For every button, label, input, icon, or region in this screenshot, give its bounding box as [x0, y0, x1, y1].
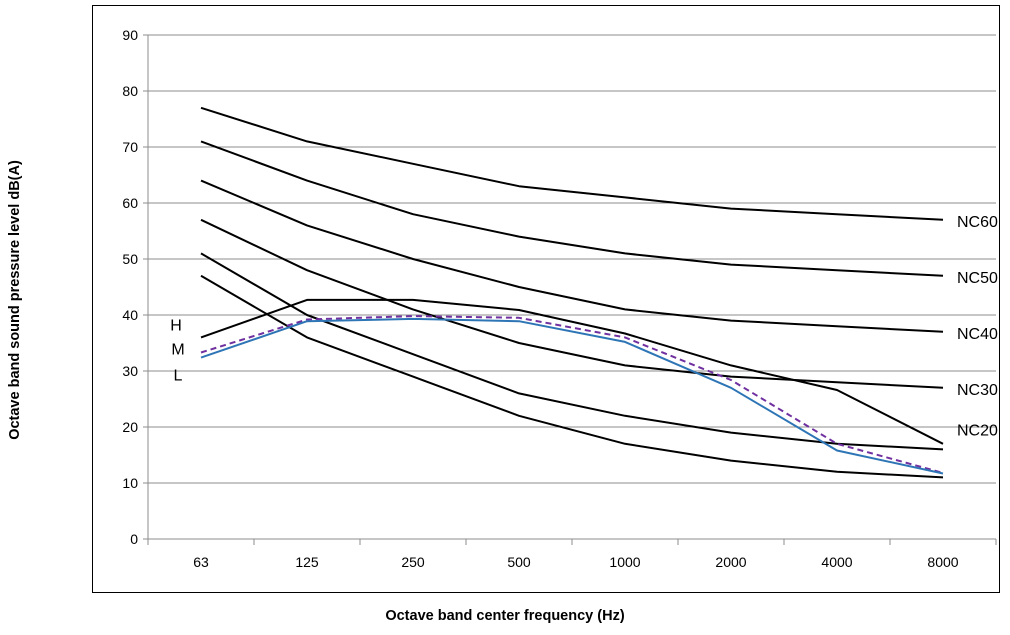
y-tick-label-10: 10: [122, 475, 138, 491]
series-label-l: L: [174, 368, 183, 385]
series-line-nc30: [200, 218, 944, 389]
y-tick-label-80: 80: [122, 83, 138, 99]
x-tick-label-2000: 2000: [715, 554, 746, 570]
x-tick-label-63: 63: [193, 554, 209, 570]
series-label-nc60: NC60: [957, 214, 998, 231]
y-tick-label-30: 30: [122, 363, 138, 379]
x-tick-label-4000: 4000: [821, 554, 852, 570]
series-line-h: [200, 298, 944, 445]
y-tick-label-40: 40: [122, 307, 138, 323]
x-tick-label-1000: 1000: [609, 554, 640, 570]
series-line-nc40: [200, 179, 944, 333]
y-axis-title-wrap: Octave band sound pressure level dB(A): [0, 0, 30, 635]
series-label-m: M: [171, 342, 184, 359]
y-axis-title: Octave band sound pressure level dB(A): [7, 160, 23, 440]
series-line-nc20: [200, 252, 944, 451]
y-tick-label-90: 90: [122, 27, 138, 43]
y-tick-label-70: 70: [122, 139, 138, 155]
x-tick-label-500: 500: [507, 554, 531, 570]
chart-plot: 0 10 20 30 40 50 60 70 80 90 63 125 250 500 1000 2000 40…: [122, 27, 998, 570]
y-tick-label-0: 0: [130, 531, 138, 547]
y-tick-label-20: 20: [122, 419, 138, 435]
series-label-h: H: [170, 317, 182, 334]
x-axis-title: Octave band center frequency (Hz): [385, 608, 625, 624]
series-label-nc30: NC30: [957, 382, 998, 399]
x-tick-label-250: 250: [401, 554, 425, 570]
series-line-nc50: [200, 140, 944, 277]
y-tick-label-50: 50: [122, 251, 138, 267]
series-line-nc60: [200, 106, 944, 221]
chart-frame: 0 10 20 30 40 50 60 70 80 90 63 125 250 500 1000 2000 40…: [92, 5, 1000, 593]
series-label-nc50: NC50: [957, 270, 998, 287]
x-tick-label-125: 125: [295, 554, 319, 570]
y-tick-label-60: 60: [122, 195, 138, 211]
x-tick-label-8000: 8000: [927, 554, 958, 570]
series-label-nc20: NC20: [957, 422, 998, 439]
series-label-nc40: NC40: [957, 326, 998, 343]
series-line-5: [200, 274, 944, 479]
series-line-l: [200, 317, 944, 475]
